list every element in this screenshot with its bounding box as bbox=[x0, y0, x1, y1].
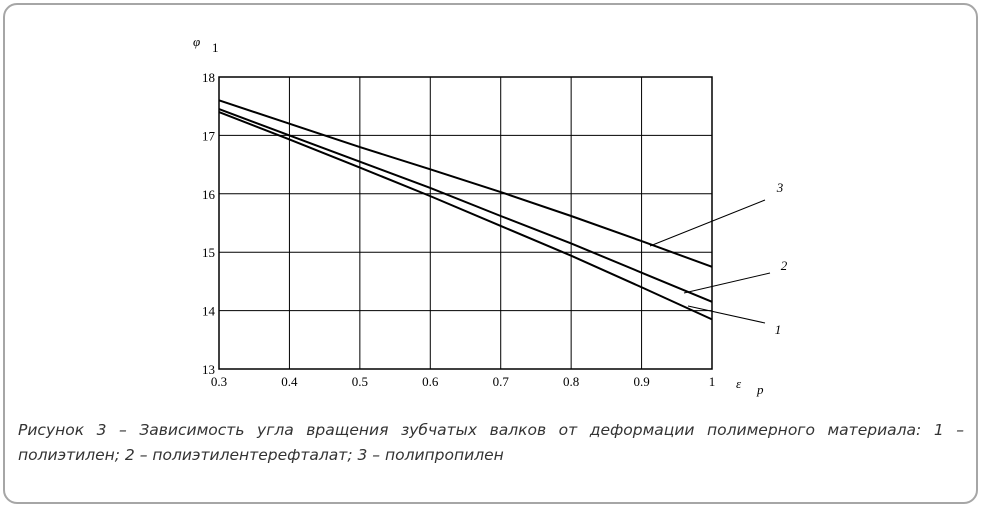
x-axis-label-subscript: p bbox=[756, 382, 764, 397]
x-tick-label: 0.9 bbox=[633, 374, 649, 389]
series-label: 1 bbox=[775, 322, 782, 337]
y-tick-label: 13 bbox=[202, 362, 215, 377]
y-tick-label: 18 bbox=[202, 70, 215, 85]
series-label: 2 bbox=[781, 258, 788, 273]
x-tick-label: 1 bbox=[709, 374, 716, 389]
y-axis-label-subscript: 1 bbox=[212, 40, 219, 55]
x-tick-label: 0.5 bbox=[352, 374, 368, 389]
y-tick-label: 15 bbox=[202, 245, 215, 260]
x-tick-label: 0.4 bbox=[281, 374, 298, 389]
y-tick-label: 16 bbox=[202, 187, 216, 202]
x-tick-label: 0.6 bbox=[422, 374, 439, 389]
y-tick-label: 14 bbox=[202, 304, 216, 319]
plot-frame bbox=[218, 76, 713, 370]
x-axis-label: ε bbox=[736, 376, 742, 391]
series-label: 3 bbox=[776, 180, 784, 195]
x-tick-label: 0.3 bbox=[211, 374, 227, 389]
series-line bbox=[218, 108, 713, 303]
x-tick-label: 0.7 bbox=[493, 374, 510, 389]
x-tick-label: 0.8 bbox=[563, 374, 579, 389]
figure-frame bbox=[3, 3, 978, 504]
leader-line bbox=[649, 199, 766, 247]
leader-line bbox=[687, 305, 766, 324]
series-line bbox=[218, 111, 713, 321]
caption: Рисунок 3 – Зависимость угла вращения зу… bbox=[18, 421, 964, 464]
y-axis-label: φ bbox=[193, 34, 200, 49]
y-tick-label: 17 bbox=[202, 128, 216, 143]
leader-line bbox=[683, 272, 771, 294]
series-line bbox=[218, 99, 713, 268]
